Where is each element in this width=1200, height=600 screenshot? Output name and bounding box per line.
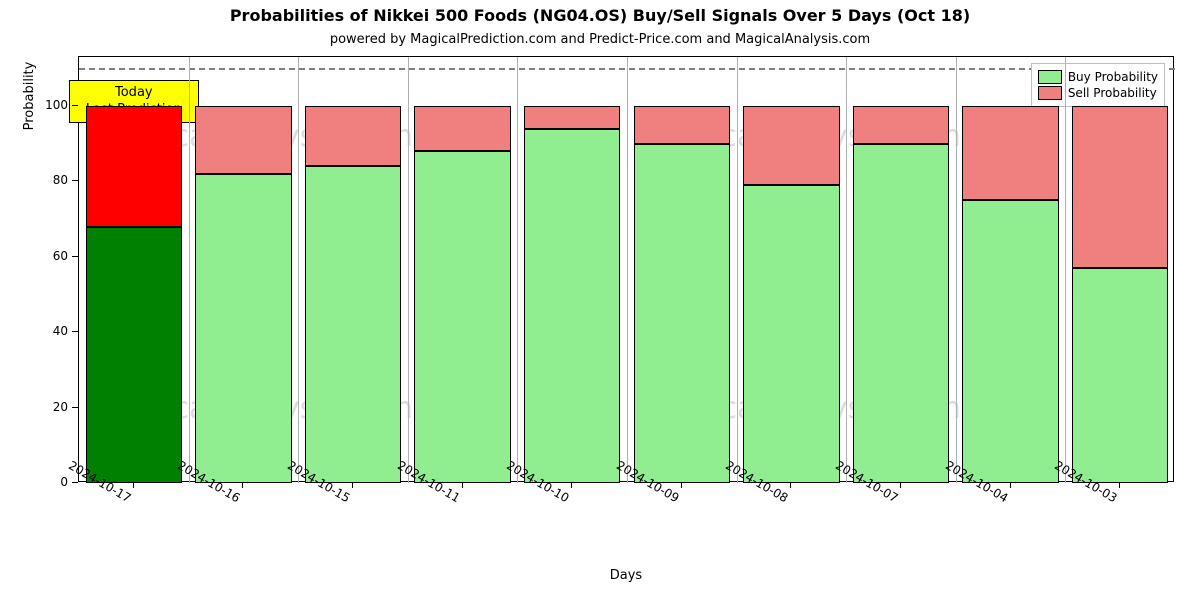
bar-buy — [743, 185, 839, 483]
bar-sell — [524, 106, 620, 129]
x-tick-mark — [352, 482, 353, 488]
bar-buy — [414, 151, 510, 483]
chart-container: Probabilities of Nikkei 500 Foods (NG04.… — [0, 0, 1200, 600]
bar-sell — [305, 106, 401, 166]
bar-buy — [962, 200, 1058, 483]
x-axis-label: Days — [78, 568, 1174, 583]
bar-sell — [86, 106, 182, 227]
x-tick-mark — [242, 482, 243, 488]
y-tick-mark — [72, 180, 78, 181]
legend-label: Buy Probability — [1068, 70, 1158, 84]
plot-area: Buy ProbabilitySell Probability Today La… — [78, 56, 1174, 482]
y-tick-mark — [72, 331, 78, 332]
bar-buy — [1072, 268, 1168, 483]
bar-buy — [634, 144, 730, 483]
legend-swatch — [1038, 86, 1062, 100]
y-tick-label: 0 — [38, 476, 68, 488]
y-tick-mark — [72, 407, 78, 408]
grid-vertical — [189, 57, 190, 483]
y-tick-label: 60 — [38, 250, 68, 262]
chart-title: Probabilities of Nikkei 500 Foods (NG04.… — [0, 6, 1200, 25]
x-tick-mark — [571, 482, 572, 488]
bar-buy — [195, 174, 291, 483]
y-tick-label: 20 — [38, 401, 68, 413]
bar-sell — [743, 106, 839, 185]
bar-sell — [634, 106, 730, 144]
x-tick-mark — [681, 482, 682, 488]
bar-sell — [1072, 106, 1168, 268]
grid-vertical — [627, 57, 628, 483]
legend-swatch — [1038, 70, 1062, 84]
grid-vertical — [298, 57, 299, 483]
bar-buy — [305, 166, 401, 483]
bar-sell — [195, 106, 291, 174]
grid-vertical — [517, 57, 518, 483]
y-tick-label: 100 — [38, 99, 68, 111]
y-tick-mark — [72, 482, 78, 483]
grid-vertical — [1065, 57, 1066, 483]
x-tick-mark — [1119, 482, 1120, 488]
bar-sell — [853, 106, 949, 144]
y-tick-label: 40 — [38, 325, 68, 337]
grid-vertical — [846, 57, 847, 483]
y-tick-label: 80 — [38, 174, 68, 186]
bar-buy — [86, 227, 182, 483]
bar-buy — [524, 129, 620, 483]
legend-item: Sell Probability — [1038, 86, 1158, 100]
grid-vertical — [408, 57, 409, 483]
x-tick-mark — [1010, 482, 1011, 488]
grid-vertical — [956, 57, 957, 483]
bar-sell — [962, 106, 1058, 200]
bar-buy — [853, 144, 949, 483]
x-tick-mark — [790, 482, 791, 488]
legend-label: Sell Probability — [1068, 86, 1157, 100]
y-axis-label: Probability — [22, 0, 37, 309]
x-tick-mark — [900, 482, 901, 488]
legend: Buy Probability Sell Probability — [1031, 63, 1165, 107]
x-tick-mark — [462, 482, 463, 488]
x-tick-mark — [133, 482, 134, 488]
y-tick-mark — [72, 256, 78, 257]
legend-item: Buy Probability — [1038, 70, 1158, 84]
bar-sell — [414, 106, 510, 151]
chart-subtitle: powered by MagicalPrediction.com and Pre… — [0, 32, 1200, 47]
y-tick-mark — [72, 105, 78, 106]
grid-vertical — [737, 57, 738, 483]
